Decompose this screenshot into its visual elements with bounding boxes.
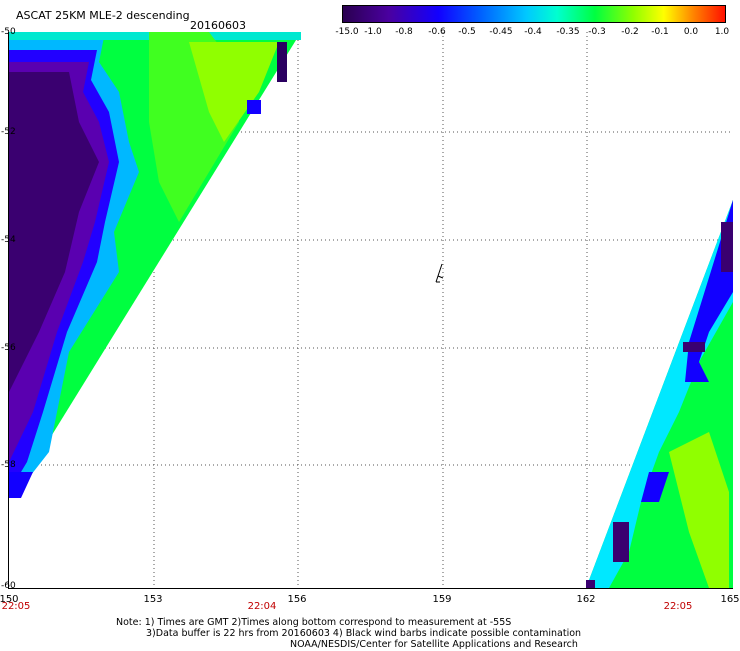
cb-tick: 1.0	[714, 27, 730, 37]
time-label: 22:04	[247, 601, 277, 612]
cb-tick: -1.0	[364, 27, 382, 37]
note-line-2: 3)Data buffer is 22 hrs from 20160603 4)…	[146, 628, 582, 639]
cb-tick: -0.3	[588, 27, 606, 37]
chart-title: ASCAT 25KM MLE-2 descending	[16, 9, 190, 22]
time-label: 22:05	[663, 601, 693, 612]
cb-tick: 0.0	[683, 27, 699, 37]
x-tick-label: 156	[287, 594, 307, 605]
cb-tick: -0.2	[621, 27, 639, 37]
map-plot-area	[8, 32, 733, 589]
x-tick-label: 162	[576, 594, 596, 605]
wind-barb-icon	[435, 263, 444, 283]
cb-tick: -0.1	[651, 27, 669, 37]
y-tick-label: -54	[1, 235, 16, 245]
cb-tick: -15.0	[335, 27, 359, 37]
x-tick-label: 153	[143, 594, 163, 605]
cb-tick: -0.8	[395, 27, 413, 37]
cb-tick: -0.5	[458, 27, 476, 37]
time-label: 22:05	[1, 601, 31, 612]
color-scale-ticks: -15.0 -1.0 -0.8 -0.6 -0.5 -0.45 -0.4 -0.…	[330, 27, 740, 39]
color-scale-bar	[342, 5, 726, 23]
y-tick-label: -58	[1, 460, 16, 470]
cb-tick: -0.6	[428, 27, 446, 37]
y-tick-label: -60	[1, 581, 16, 591]
y-tick-label: -50	[1, 27, 16, 37]
cb-tick: -0.4	[524, 27, 542, 37]
x-tick-label: 150	[0, 594, 19, 605]
right-swath	[586, 200, 733, 588]
x-tick-label: 159	[432, 594, 452, 605]
note-line-1: Note: 1) Times are GMT 2)Times along bot…	[116, 617, 512, 628]
cb-tick: -0.45	[489, 27, 513, 37]
left-swath	[9, 32, 301, 498]
cb-tick: -0.35	[556, 27, 580, 37]
map-svg	[9, 32, 733, 588]
note-line-3: NOAA/NESDIS/Center for Satellite Applica…	[290, 639, 578, 650]
y-tick-label: -56	[1, 343, 16, 353]
x-tick-label: 165	[720, 594, 740, 605]
chart-date: 20160603	[190, 19, 246, 32]
y-tick-label: -52	[1, 127, 16, 137]
